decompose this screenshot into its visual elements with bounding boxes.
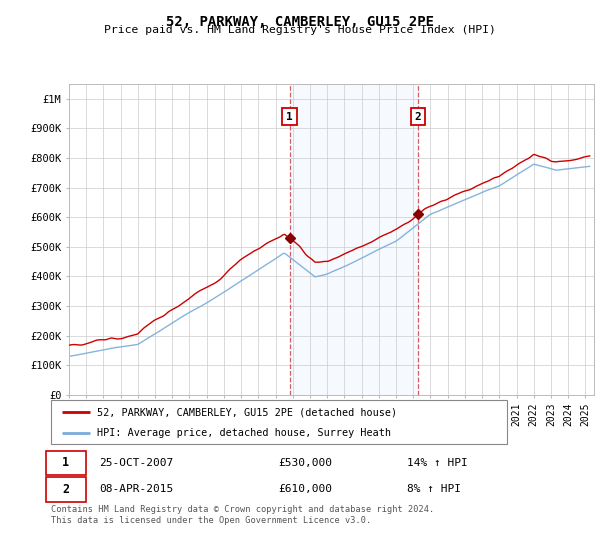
FancyBboxPatch shape [46, 477, 86, 502]
Text: 1: 1 [62, 456, 69, 469]
Text: 08-APR-2015: 08-APR-2015 [100, 484, 174, 494]
Text: HPI: Average price, detached house, Surrey Heath: HPI: Average price, detached house, Surr… [97, 428, 391, 438]
FancyBboxPatch shape [46, 451, 86, 475]
Text: 52, PARKWAY, CAMBERLEY, GU15 2PE: 52, PARKWAY, CAMBERLEY, GU15 2PE [166, 15, 434, 29]
Text: 52, PARKWAY, CAMBERLEY, GU15 2PE (detached house): 52, PARKWAY, CAMBERLEY, GU15 2PE (detach… [97, 407, 397, 417]
FancyBboxPatch shape [51, 400, 507, 444]
Bar [290, 84, 418, 395]
Text: Contains HM Land Registry data © Crown copyright and database right 2024.
This d: Contains HM Land Registry data © Crown c… [51, 505, 434, 525]
Text: 14% ↑ HPI: 14% ↑ HPI [407, 458, 468, 468]
Text: 2: 2 [415, 111, 421, 122]
Text: 8% ↑ HPI: 8% ↑ HPI [407, 484, 461, 494]
Text: Price paid vs. HM Land Registry's House Price Index (HPI): Price paid vs. HM Land Registry's House … [104, 25, 496, 35]
Text: 25-OCT-2007: 25-OCT-2007 [100, 458, 174, 468]
Text: 1: 1 [286, 111, 293, 122]
Text: £610,000: £610,000 [278, 484, 332, 494]
Text: £530,000: £530,000 [278, 458, 332, 468]
Text: 2: 2 [62, 483, 69, 496]
